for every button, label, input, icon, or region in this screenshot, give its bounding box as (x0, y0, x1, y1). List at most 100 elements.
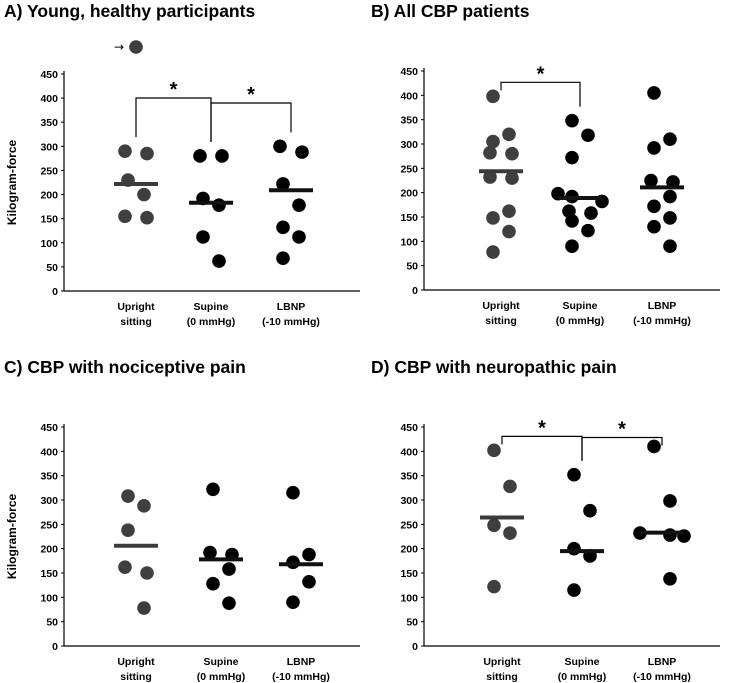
panel-title: D) CBP with neuropathic pain (371, 357, 617, 377)
y-tick-label: 150 (40, 568, 58, 580)
data-point (196, 230, 210, 244)
category-label: LBNP (277, 301, 306, 313)
category-label: (-10 mmHg) (633, 671, 691, 683)
data-point (644, 173, 658, 188)
y-tick-label: 0 (412, 285, 418, 297)
data-point (302, 547, 316, 562)
y-tick-label: 200 (40, 544, 58, 556)
category-label: Supine (562, 300, 597, 312)
data-point (663, 239, 677, 253)
data-point (487, 518, 501, 533)
significance-bracket (210, 102, 292, 142)
significance-star: * (170, 79, 178, 101)
category-label: Supine (193, 301, 228, 313)
data-point (222, 596, 236, 610)
data-point (273, 139, 287, 154)
data-point (222, 562, 236, 576)
data-point (212, 198, 226, 212)
data-point (647, 141, 661, 155)
data-point (565, 239, 579, 253)
data-point (581, 223, 595, 238)
data-point (502, 204, 516, 218)
y-tick-label: 150 (400, 568, 418, 580)
y-tick-label: 400 (40, 446, 58, 458)
outlier-arrow-icon: → (114, 40, 124, 54)
data-point (276, 251, 290, 266)
data-point (286, 485, 300, 500)
significance-bracket (135, 97, 212, 142)
data-point (567, 467, 581, 482)
data-point (483, 145, 497, 160)
significance-bracket (500, 81, 581, 107)
data-point (121, 489, 135, 503)
y-tick-label: 300 (400, 495, 418, 507)
data-point (137, 187, 151, 202)
panel-title: C) CBP with nociceptive pain (4, 357, 246, 377)
category-label: sitting (120, 316, 152, 328)
y-tick-label: 400 (400, 90, 418, 102)
y-tick-label: 150 (400, 212, 418, 224)
data-point (663, 528, 677, 542)
data-point (584, 206, 598, 220)
category-label: sitting (485, 315, 517, 327)
data-point (663, 132, 677, 146)
y-tick-label: 0 (52, 641, 58, 653)
data-point (215, 149, 229, 163)
y-axis-label: Kilogram-force (5, 494, 19, 580)
y-axis-label: Kilogram-force (5, 140, 19, 226)
data-point (276, 220, 290, 235)
y-tick-label: 50 (406, 617, 418, 629)
data-point (212, 254, 226, 268)
data-point (276, 177, 290, 191)
y-tick-label: 450 (400, 422, 418, 434)
panel-a: A) Young, healthy participants 0 50 100 150 2… (4, 1, 360, 328)
data-point (483, 170, 497, 184)
data-point (203, 545, 217, 560)
data-point (581, 128, 595, 143)
data-point (647, 439, 661, 454)
category-label: LBNP (648, 656, 677, 668)
panel-b: B) All CBP patients 0 50 100 150 200 250 300 350… (371, 1, 720, 327)
category-label: (0 mmHg) (197, 671, 245, 683)
y-tick-label: 250 (40, 165, 58, 177)
data-point (487, 443, 501, 458)
y-tick-label: 400 (400, 446, 418, 458)
data-point (140, 566, 154, 580)
y-tick-label: 100 (400, 236, 418, 248)
y-tick-label: 200 (400, 544, 418, 556)
y-tick-label: 250 (40, 519, 58, 531)
data-point (121, 523, 135, 537)
panel-d: D) CBP with neuropathic pain 0 50 100 150 200… (371, 357, 720, 683)
category-label: (0 mmHg) (558, 671, 606, 683)
category-label: sitting (486, 671, 518, 683)
data-point (486, 211, 500, 225)
category-label: Upright (117, 301, 155, 313)
data-point (486, 245, 500, 259)
category-label: (-10 mmHg) (272, 671, 330, 683)
data-point (206, 576, 220, 591)
y-tick-label: 350 (40, 471, 58, 483)
category-label: LBNP (287, 656, 316, 668)
data-point (505, 171, 519, 185)
data-point (118, 144, 132, 158)
category-label: Upright (482, 300, 520, 312)
data-point (487, 579, 501, 594)
data-point (647, 86, 661, 100)
data-point (503, 479, 517, 494)
category-label: (-10 mmHg) (633, 315, 691, 327)
significance-star: * (618, 418, 626, 440)
data-point (137, 601, 151, 615)
data-point (193, 149, 207, 163)
data-point (292, 230, 306, 244)
data-point (140, 146, 154, 161)
category-label: Supine (564, 656, 599, 668)
data-point (503, 526, 517, 540)
y-tick-label: 200 (40, 190, 58, 202)
data-point (647, 219, 661, 234)
y-tick-label: 50 (46, 262, 58, 274)
category-label: (-10 mmHg) (262, 316, 320, 328)
y-tick-label: 300 (400, 139, 418, 151)
significance-star: * (538, 417, 546, 439)
data-point (567, 583, 581, 597)
